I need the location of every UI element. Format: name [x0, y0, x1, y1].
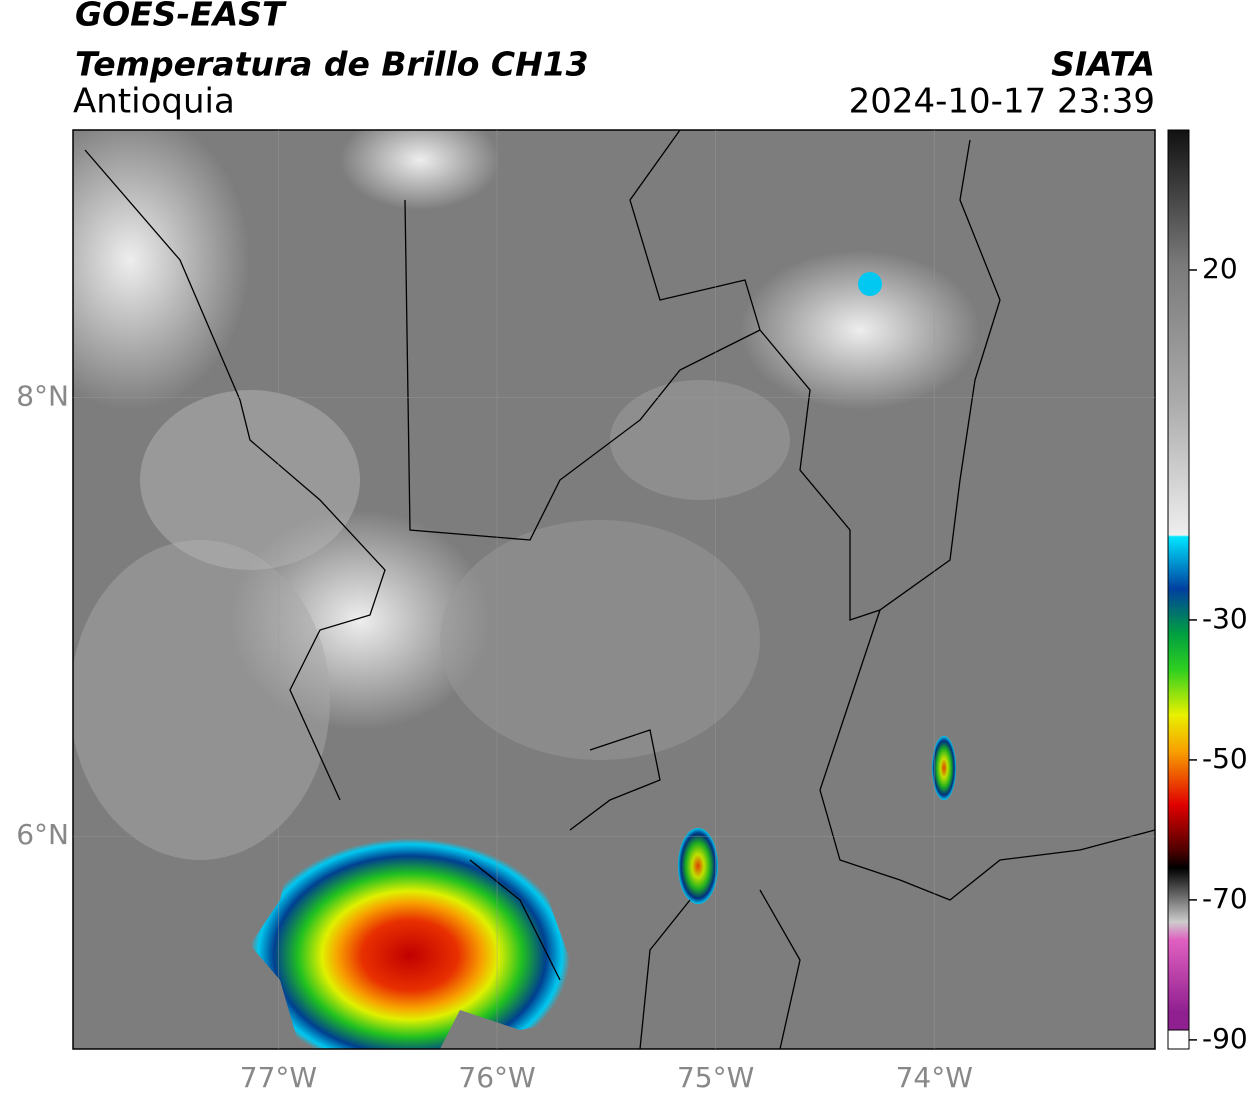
satellite-image	[73, 130, 1155, 1049]
subtitle: Temperatura de Brillo CH13	[75, 45, 589, 84]
colorbar-frame	[1167, 129, 1190, 1050]
colorbar-tick-label: -70	[1202, 882, 1248, 915]
colorbar-tick-label: -90	[1202, 1022, 1248, 1055]
y-tick-label: 6°N	[16, 818, 69, 851]
map-frame	[72, 129, 1156, 1050]
colorbar	[1168, 130, 1189, 1030]
x-tick-label: 75°W	[677, 1061, 754, 1094]
title: GOES-EAST	[75, 0, 287, 34]
x-tick-label: 77°W	[240, 1061, 317, 1094]
region: Antioquia	[73, 82, 235, 122]
map-axes: 77°W 76°W 75°W 74°W 6°N 8°N 20 -30 -50 -70 -90	[16, 130, 1248, 1094]
timestamp: 2024-10-17 23:39	[849, 82, 1155, 122]
colorbar-tick-label: -50	[1202, 742, 1248, 775]
source: SIATA	[1051, 45, 1155, 84]
colorbar-tick-label: -30	[1202, 602, 1248, 635]
colorbar-tick-label: 20	[1202, 252, 1238, 285]
y-tick-label: 8°N	[16, 380, 69, 413]
colorbar-under	[1167, 1029, 1190, 1050]
x-tick-label: 74°W	[896, 1061, 973, 1094]
x-tick-label: 76°W	[458, 1061, 535, 1094]
